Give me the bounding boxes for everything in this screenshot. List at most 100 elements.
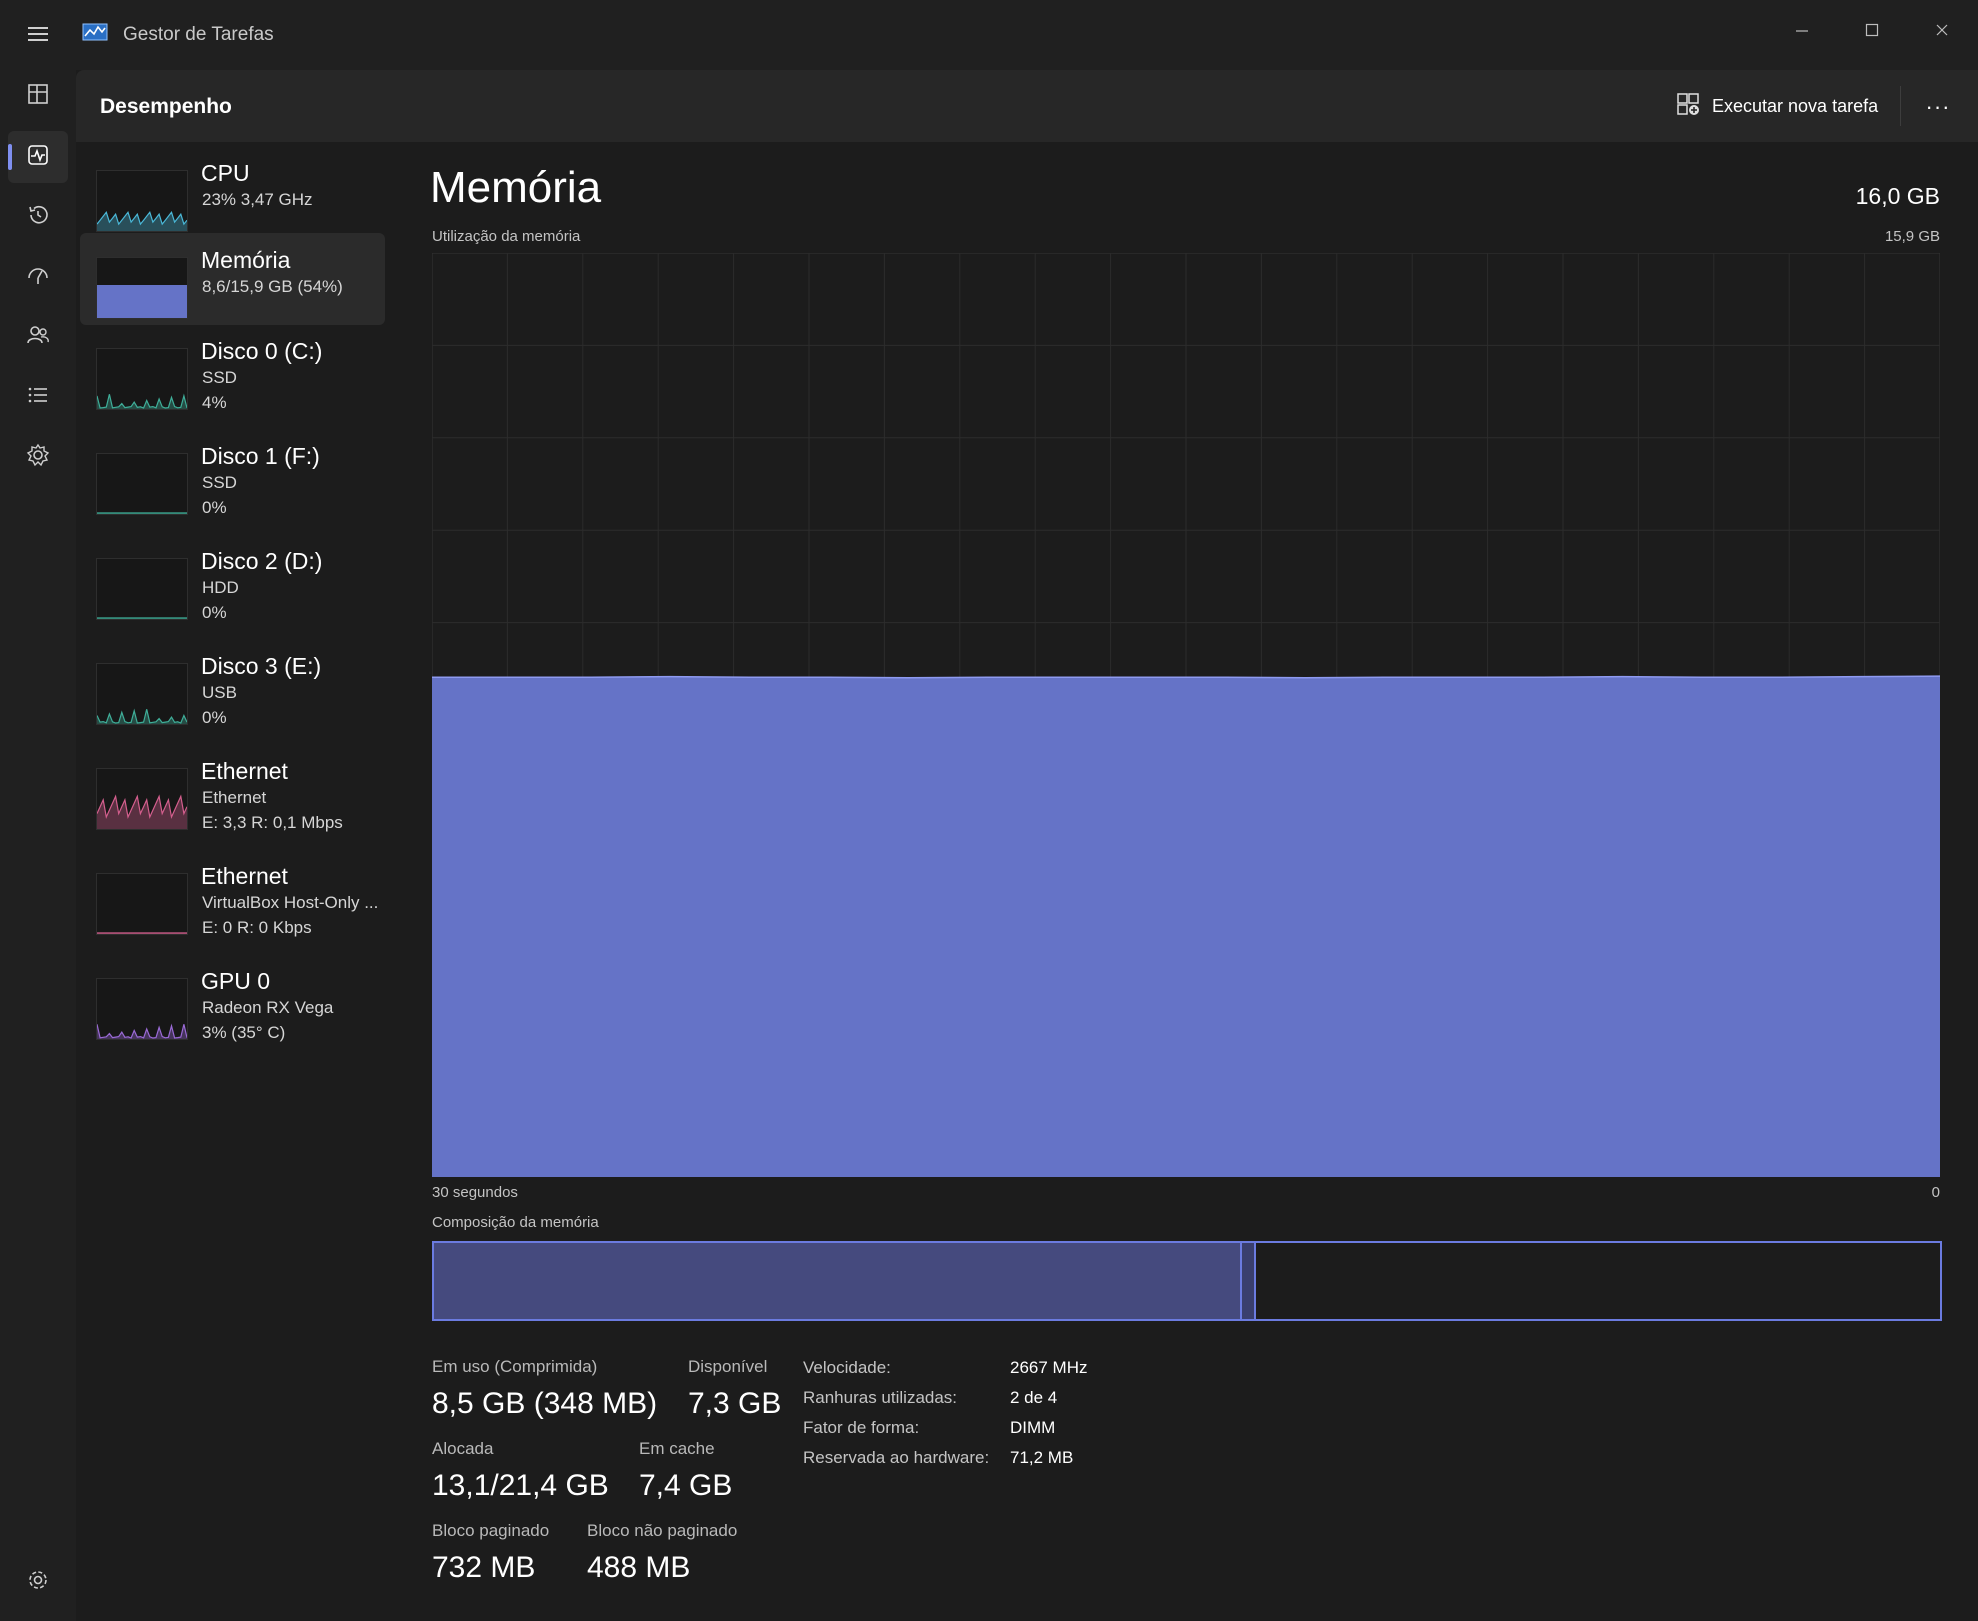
- sparkline: [97, 512, 187, 514]
- available-label: Disponível: [688, 1357, 768, 1376]
- spec-hardware-reserved-label: Reservada ao hardware:: [803, 1448, 990, 1467]
- spec-speed-value: 2667 MHz: [1010, 1358, 1088, 1377]
- sparkline-area: [97, 1024, 187, 1039]
- more-options-button[interactable]: ···: [1925, 94, 1951, 119]
- menu-icon: [26, 24, 50, 49]
- rail-users[interactable]: [8, 311, 68, 363]
- sidebar-item-title: Ethernet: [201, 758, 288, 784]
- sparkline-line: [97, 708, 187, 724]
- list-icon: [26, 383, 50, 412]
- sidebar-item-line1: Radeon RX Vega: [202, 998, 334, 1017]
- sidebar-thumbnail: [96, 978, 188, 1040]
- run-new-task-button[interactable]: Executar nova tarefa: [1676, 92, 1878, 121]
- memory-usage-chart: [432, 253, 1940, 1177]
- minimize-button[interactable]: [1772, 10, 1832, 50]
- window-title: Gestor de Tarefas: [123, 24, 274, 45]
- run-task-label: Executar nova tarefa: [1712, 96, 1879, 116]
- sparkline: [97, 1023, 187, 1039]
- usage-chart-max: 15,9 GB: [1884, 228, 1940, 245]
- sidebar-thumbnail: [96, 558, 188, 620]
- sidebar-item-title: Ethernet: [201, 863, 288, 889]
- memory-usage-line: [432, 675, 1940, 679]
- history-icon: [26, 203, 50, 232]
- sidebar-thumbnail: [96, 873, 188, 935]
- maximize-button[interactable]: [1842, 10, 1902, 50]
- page-header: [76, 70, 1978, 142]
- sidebar-item-line1: USB: [202, 683, 237, 702]
- resource-title: Memória: [430, 163, 602, 212]
- composition-modified: [1240, 1243, 1256, 1319]
- total-memory: 16,0 GB: [1855, 183, 1940, 209]
- memory-usage-area: [432, 676, 1940, 1177]
- sidebar-item-line2: 0%: [202, 603, 227, 622]
- rail-startup-apps[interactable]: [8, 251, 68, 303]
- sidebar-thumbnail: [96, 663, 188, 725]
- nonpaged-pool-value: 488 MB: [587, 1551, 691, 1584]
- sidebar-item-line2: 3% (35° C): [202, 1023, 286, 1042]
- rail-performance[interactable]: [8, 131, 68, 183]
- sidebar-item-line1: Ethernet: [202, 788, 267, 807]
- sidebar-item-line1: VirtualBox Host-Only ...: [202, 893, 379, 912]
- active-indicator: [8, 144, 12, 170]
- sidebar-item-line2: E: 0 R: 0 Kbps: [202, 918, 312, 937]
- spec-form-factor-label: Fator de forma:: [803, 1418, 920, 1437]
- composition-label: Composição da memória: [432, 1214, 599, 1231]
- sidebar-item-line2: 0%: [202, 708, 227, 727]
- sparkline: [97, 285, 187, 318]
- sparkline: [97, 393, 187, 409]
- paged-pool-value: 732 MB: [432, 1551, 536, 1584]
- spec-speed-label: Velocidade:: [803, 1358, 891, 1377]
- sidebar-item-line1: 8,6/15,9 GB (54%): [202, 277, 343, 296]
- sidebar-item-line2: 4%: [202, 393, 227, 412]
- rail-app-history[interactable]: [8, 191, 68, 243]
- sidebar-item-line1: HDD: [202, 578, 239, 597]
- rail-settings[interactable]: [8, 1556, 68, 1608]
- rail-details[interactable]: [8, 371, 68, 423]
- performance-icon: [26, 143, 50, 172]
- sidebar-item-title: Disco 3 (E:): [201, 653, 322, 679]
- app-icon: [82, 22, 108, 47]
- cached-value: 7,4 GB: [639, 1469, 733, 1502]
- sidebar-item-line1: 23% 3,47 GHz: [202, 190, 313, 209]
- processes-icon: [26, 82, 50, 111]
- sparkline-line: [97, 794, 187, 820]
- menu-button[interactable]: [8, 10, 68, 62]
- sparkline-line: [97, 1023, 187, 1039]
- sidebar-item-line1: SSD: [202, 368, 237, 387]
- settings-icon: [26, 1568, 50, 1597]
- sidebar-item-title: Disco 1 (F:): [201, 443, 320, 469]
- sparkline: [97, 708, 187, 724]
- memory-composition-bar: [432, 1241, 1942, 1321]
- spec-slots-label: Ranhuras utilizadas:: [803, 1388, 958, 1407]
- committed-label: Alocada: [432, 1439, 494, 1458]
- rail-services[interactable]: [8, 431, 68, 483]
- rail-processes[interactable]: [8, 70, 68, 122]
- sidebar-item-title: Memória: [201, 247, 291, 273]
- sparkline-area: [97, 212, 187, 231]
- spec-form-factor-value: DIMM: [1010, 1418, 1056, 1437]
- sidebar-thumbnail: [96, 170, 188, 232]
- users-icon: [26, 323, 50, 352]
- sparkline-line: [97, 393, 187, 409]
- composition-in-use: [434, 1243, 1240, 1319]
- time-axis-start: 30 segundos: [432, 1184, 518, 1201]
- in-use-label: Em uso (Comprimida): [432, 1357, 598, 1376]
- sidebar-item-line1: SSD: [202, 473, 237, 492]
- close-button[interactable]: [1912, 10, 1972, 50]
- page-title: Desempenho: [100, 95, 232, 118]
- sidebar-item-line2: E: 3,3 R: 0,1 Mbps: [202, 813, 343, 832]
- sidebar-item-title: CPU: [201, 160, 250, 186]
- sparkline: [97, 211, 187, 231]
- sparkline: [97, 794, 187, 829]
- sidebar-item-title: Disco 0 (C:): [201, 338, 323, 364]
- available-value: 7,3 GB: [688, 1387, 782, 1420]
- sparkline-area: [97, 796, 187, 829]
- paged-pool-label: Bloco paginado: [432, 1521, 550, 1540]
- sparkline-area: [97, 285, 187, 318]
- services-icon: [26, 443, 50, 472]
- cached-label: Em cache: [639, 1439, 715, 1458]
- sidebar-thumbnail: [96, 348, 188, 410]
- navigation-rail: [0, 0, 76, 1621]
- in-use-value: 8,5 GB (348 MB): [432, 1387, 658, 1420]
- usage-chart-label: Utilização da memória: [432, 228, 581, 245]
